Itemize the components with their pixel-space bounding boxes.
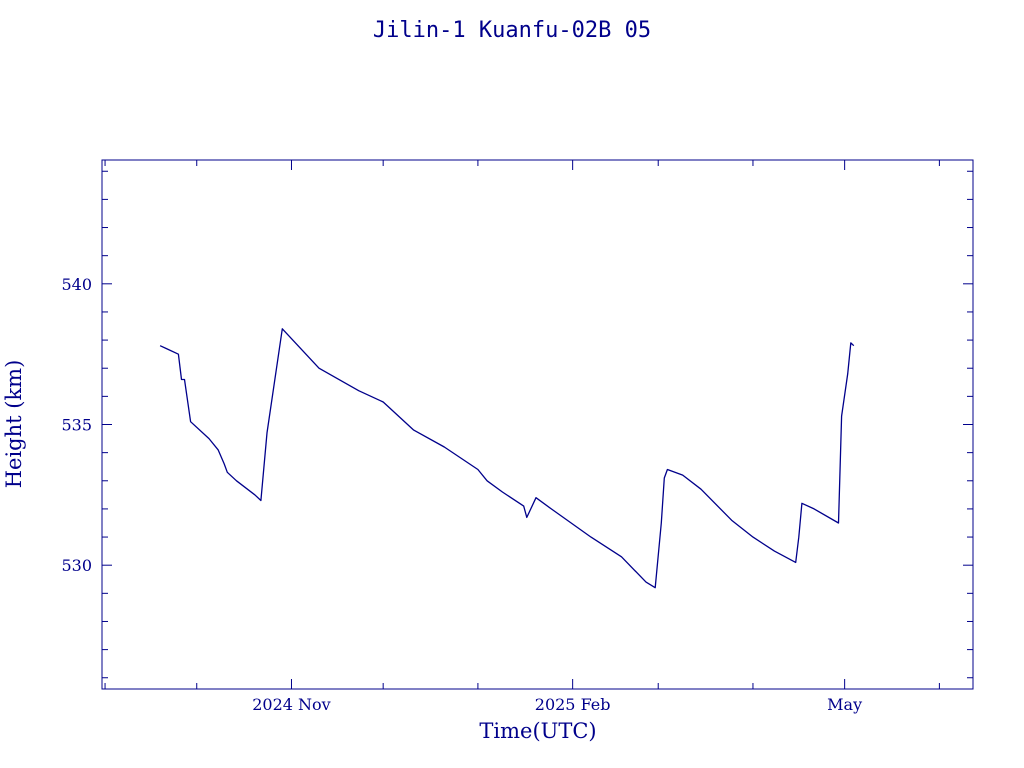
chart-title: Jilin-1 Kuanfu-02B 05 (373, 18, 651, 43)
x-tick-label: May (827, 695, 862, 714)
x-axis-label: Time(UTC) (479, 719, 596, 743)
x-tick-label: 2024 Nov (252, 695, 330, 714)
y-axis-label: Height (km) (2, 360, 26, 489)
y-tick-label: 530 (61, 556, 92, 575)
plot-frame (101, 159, 974, 690)
height-series-line (159, 328, 855, 589)
x-tick-label: 2025 Feb (535, 695, 611, 714)
y-tick-label: 540 (61, 275, 92, 294)
axes: 530 535 540 2024 Nov 2025 Feb May (61, 159, 974, 714)
y-tick-label: 535 (61, 416, 92, 435)
